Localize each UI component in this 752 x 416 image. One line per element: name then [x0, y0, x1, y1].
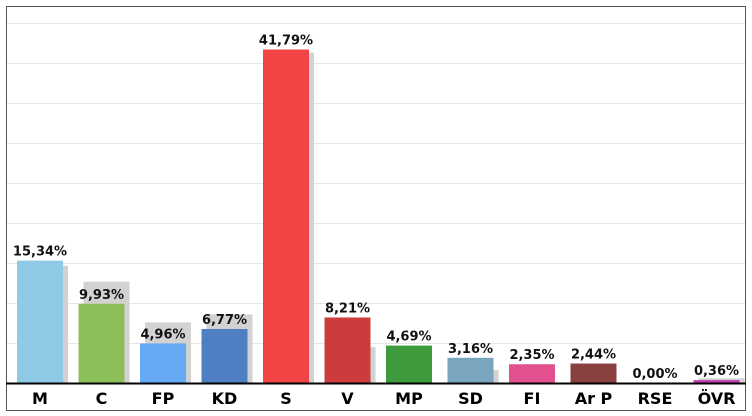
category-label: FI — [524, 389, 541, 408]
value-label: 15,34% — [13, 245, 67, 260]
category-label: FP — [152, 389, 175, 408]
value-labels: 15,34% 9,93% 4,96% 6,77% 41,79% 8,21% 4,69% 3,1… — [13, 34, 739, 382]
bars — [17, 49, 740, 383]
bar — [140, 343, 186, 383]
value-label: 2,35% — [509, 348, 554, 363]
category-label: V — [341, 389, 354, 408]
value-label: 4,96% — [140, 327, 185, 342]
category-label: RSE — [638, 389, 673, 408]
category-label: S — [280, 389, 292, 408]
bar — [509, 364, 555, 383]
bar — [17, 260, 63, 383]
category-label: Ar P — [575, 389, 613, 408]
category-label: KD — [212, 389, 238, 408]
value-label: 0,36% — [694, 364, 739, 379]
bar — [201, 328, 248, 383]
bar — [447, 357, 494, 383]
category-label: C — [96, 389, 108, 408]
bar — [570, 363, 617, 383]
value-label: 3,16% — [448, 342, 493, 357]
category-label: M — [32, 389, 48, 408]
bar — [78, 303, 125, 383]
value-label: 2,44% — [571, 348, 616, 363]
value-label: 8,21% — [325, 301, 370, 316]
value-label: 0,00% — [632, 367, 677, 382]
value-label: 4,69% — [386, 330, 431, 345]
category-label: SD — [458, 389, 483, 408]
category-label: ÖVR — [698, 389, 736, 408]
bar — [324, 317, 371, 383]
bar — [263, 49, 309, 383]
value-label: 6,77% — [202, 313, 247, 328]
gridlines — [7, 23, 745, 344]
category-label: MP — [395, 389, 423, 408]
bar — [693, 380, 740, 383]
category-labels: M C FP KD S V MP SD FI Ar P RSE ÖVR — [32, 389, 735, 408]
bar — [386, 345, 432, 383]
value-label: 9,93% — [79, 288, 124, 303]
value-label: 41,79% — [259, 34, 313, 49]
